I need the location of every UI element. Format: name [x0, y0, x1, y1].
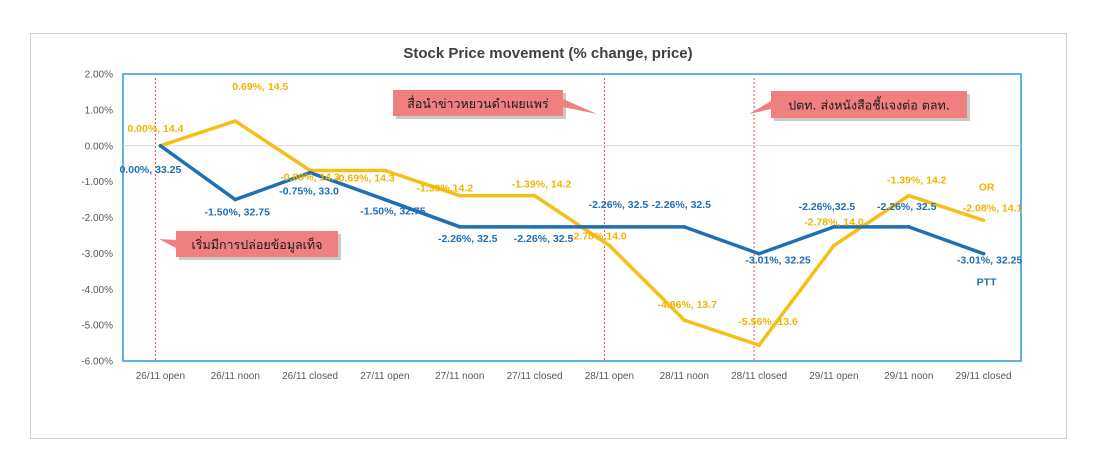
data-point-or: [832, 243, 836, 248]
data-label-or: -1.39%,14.2: [416, 183, 473, 195]
annotation-pointer: [563, 99, 597, 114]
chart-frame: Stock Price movement (% change, price) 2…: [30, 33, 1067, 439]
data-label-or: -1.39%, 14.2: [887, 175, 947, 187]
x-tick-label: 28/11 open: [585, 371, 634, 382]
series-name-ptt: PTT: [977, 277, 997, 289]
data-point-ptt: [233, 197, 238, 202]
data-label-ptt: -2.26%, 32.5: [514, 233, 574, 245]
data-label-or: -0.69%, 14.3: [335, 173, 395, 185]
plot-area: [122, 73, 1022, 362]
data-point-or: [906, 193, 911, 198]
data-label-or: -5.56%, 13.6: [738, 316, 798, 328]
annotation-text: เริ่มมีการปล่อยข้อมูลเท็จ: [192, 236, 323, 253]
data-label-ptt: -2.26%, 32.5: [589, 199, 649, 211]
data-point-ptt: [832, 225, 836, 229]
annotation-text: สื่อนำข่าวหยวนดำเผยแพร่: [407, 95, 549, 111]
x-tick-label: 27/11 open: [360, 371, 409, 382]
x-tick-label: 26/11 noon: [211, 371, 260, 382]
line-chart: Stock Price movement (% change, price) 2…: [81, 45, 1023, 382]
series-line-or: [159, 119, 985, 348]
series-line-ptt: [159, 144, 985, 256]
series-name-or: OR: [979, 181, 995, 193]
data-label-or: -4.86%, 13.7: [657, 299, 717, 311]
annotation-box: [771, 91, 967, 118]
x-tick-label: 28/11 noon: [660, 371, 709, 382]
y-tick-label: -1.00%: [81, 177, 113, 188]
data-label-ptt: -2.26%, 32.5: [651, 199, 711, 211]
x-tick-label: 27/11 closed: [507, 371, 563, 382]
data-label-ptt: -0.75%, 33.0: [279, 186, 339, 198]
data-point-ptt: [607, 225, 612, 229]
chart-title: Stock Price movement (% change, price): [403, 45, 692, 62]
annotation-box: [176, 231, 338, 257]
annotation-pointer: [749, 101, 771, 114]
data-label-or: -1.39%, 14.2: [512, 179, 572, 191]
x-tick-label: 29/11 noon: [884, 371, 933, 382]
data-label-ptt: -2.26%, 32.5: [877, 201, 937, 213]
data-label-or: -2.78%, 14.0: [804, 216, 864, 228]
data-point-ptt: [308, 170, 312, 175]
data-point-ptt: [906, 225, 911, 229]
data-label-ptt: -1.50%, 32.75: [205, 207, 271, 219]
data-point-or: [532, 193, 537, 198]
y-tick-label: -3.00%: [81, 249, 113, 260]
x-tick-label: 29/11 closed: [956, 371, 1012, 382]
data-point-or: [457, 193, 462, 198]
data-point-or: [757, 343, 761, 348]
data-label-ptt: -1.50%, 32.75: [360, 206, 426, 218]
data-point-ptt: [532, 225, 537, 229]
x-tick-label: 29/11 open: [809, 371, 858, 382]
data-point-ptt: [757, 251, 761, 256]
annotation-pointer: [159, 239, 176, 248]
data-label-ptt: 0.00%, 33.25: [119, 164, 181, 176]
x-tick-label: 27/11 noon: [435, 371, 484, 382]
data-label-ptt: -2.26%,32.5: [799, 201, 856, 213]
data-point-or: [233, 119, 238, 123]
data-point-or: [682, 318, 687, 322]
annotation-text: ปตท. ส่งหนังสือชี้แจงต่อ ตลท.: [788, 96, 950, 113]
data-label-ptt: -3.01%, 32.25: [745, 255, 811, 267]
y-tick-label: -2.00%: [81, 213, 113, 224]
x-tick-label: 26/11 open: [136, 371, 185, 382]
y-tick-label: -4.00%: [81, 285, 113, 296]
data-point-ptt: [981, 251, 986, 256]
data-label-or: -2.78%,14.0: [570, 230, 627, 242]
y-tick-label: 2.00%: [85, 70, 113, 81]
y-tick-label: 1.00%: [85, 105, 113, 116]
x-tick-label: 28/11 closed: [731, 371, 787, 382]
y-tick-label: -6.00%: [81, 357, 113, 368]
data-label-ptt: -3.01%, 32.25: [957, 255, 1023, 267]
data-label-or: 0.00%, 14.4: [127, 123, 183, 135]
data-point-ptt: [457, 225, 462, 229]
data-point-or: [383, 168, 387, 173]
data-label-or: -2.08%, 14.1: [963, 202, 1023, 214]
data-label-or: 0.69%, 14.5: [232, 81, 288, 93]
y-tick-label: 0.00%: [85, 141, 113, 152]
data-label-ptt: -2.26%, 32.5: [438, 233, 498, 245]
data-point-or: [981, 218, 986, 223]
data-point-ptt: [682, 225, 687, 229]
data-point-or: [607, 243, 612, 248]
x-tick-label: 26/11 closed: [282, 371, 338, 382]
data-label-or: -0.69%, 14.3: [280, 172, 340, 184]
annotation-box: [393, 90, 563, 116]
data-point-ptt: [158, 143, 163, 148]
y-tick-label: -5.00%: [81, 321, 113, 332]
data-point-ptt: [383, 197, 387, 202]
